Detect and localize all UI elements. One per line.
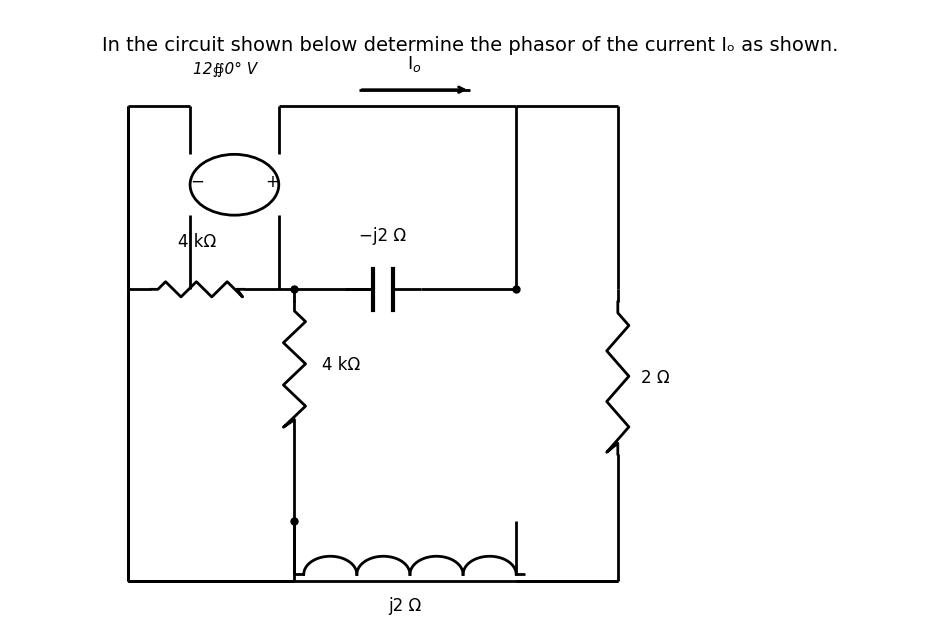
Text: j2 Ω: j2 Ω xyxy=(389,596,422,614)
Text: −: − xyxy=(190,173,204,191)
Text: 4 kΩ: 4 kΩ xyxy=(322,356,360,374)
Text: I$_o$: I$_o$ xyxy=(407,54,422,74)
Text: +: + xyxy=(265,173,279,191)
Text: In the circuit shown below determine the phasor of the current Iₒ as shown.: In the circuit shown below determine the… xyxy=(102,36,838,55)
Text: −j2 Ω: −j2 Ω xyxy=(359,227,406,245)
Text: 4 kΩ: 4 kΩ xyxy=(179,233,216,251)
Text: 12∯0° V: 12∯0° V xyxy=(193,62,258,77)
Text: 2 Ω: 2 Ω xyxy=(641,369,669,387)
